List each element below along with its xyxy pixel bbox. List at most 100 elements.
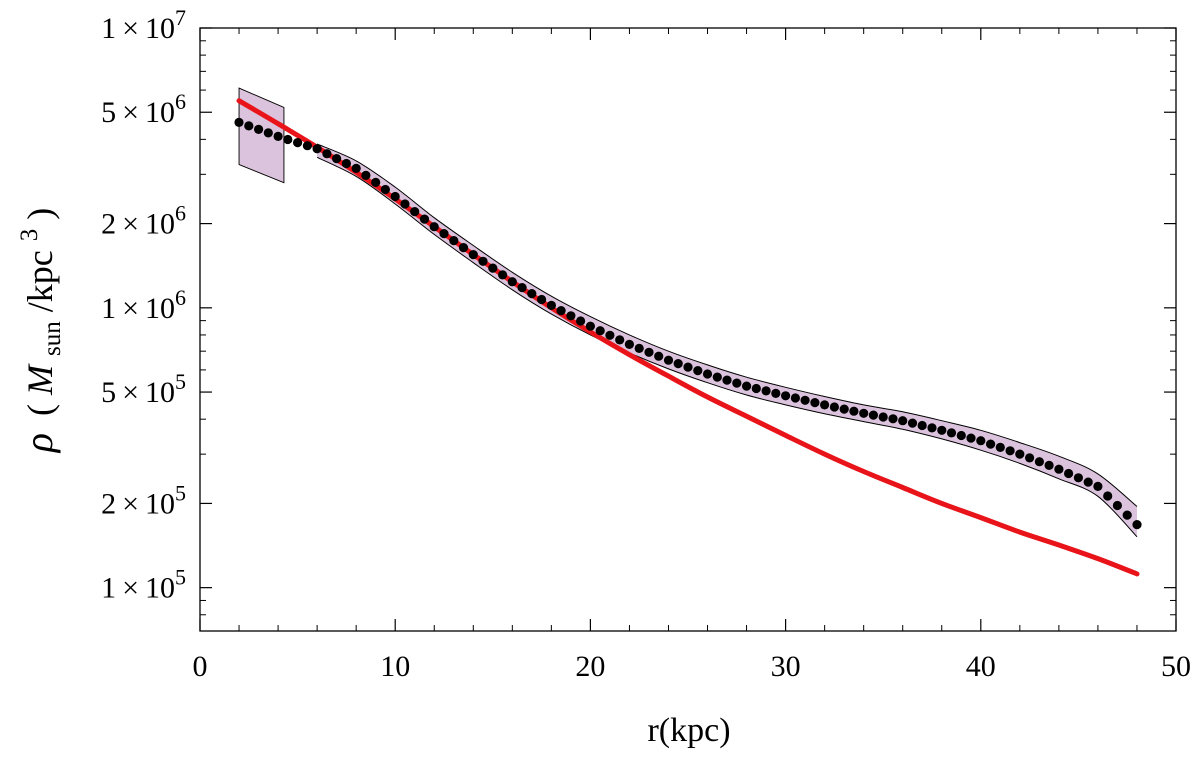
y-tick-mantissa: 2: [101, 487, 116, 520]
data-point: [351, 163, 361, 173]
data-point: [868, 410, 879, 420]
data-point: [1083, 477, 1093, 487]
error-band-lower-edge: [316, 156, 1138, 538]
data-point: [1044, 460, 1054, 470]
y-tick-exponent: 6: [175, 201, 186, 226]
data-point: [341, 158, 351, 169]
data-point: [263, 128, 273, 138]
data-point: [419, 214, 430, 224]
data-point: [244, 121, 254, 131]
data-point: [293, 138, 303, 148]
y-tick-mantissa: 1: [101, 292, 116, 325]
x-tick-labels: 0 10 20 30 40 50: [193, 650, 1192, 683]
y-axis-close-paren: ): [20, 208, 60, 220]
data-point: [1064, 468, 1074, 479]
data-point: [254, 124, 264, 134]
data-point: [732, 378, 742, 388]
error-band-fill: [317, 144, 1138, 537]
data-point: [722, 375, 732, 385]
data-point: [312, 144, 322, 154]
x-tick-label: 20: [575, 650, 605, 683]
y-tick-label: 1 × 106: [101, 285, 186, 325]
data-point: [810, 398, 820, 408]
data-point: [751, 383, 761, 394]
data-point: [400, 199, 410, 209]
y-axis-open-paren: (: [20, 404, 60, 416]
error-band-upper-edge: [316, 143, 1138, 507]
y-tick-exponent: 7: [175, 5, 186, 30]
y-tick-times: ×: [122, 487, 139, 520]
y-tick-base: 10: [145, 12, 175, 45]
data-point: [907, 418, 918, 428]
data-point: [322, 149, 332, 159]
x-tick-label: 50: [1161, 650, 1191, 683]
y-tick-mantissa: 1: [101, 572, 116, 605]
data-point: [663, 355, 674, 365]
y-tick-exponent: 5: [175, 565, 186, 590]
data-point: [507, 277, 517, 287]
data-point: [595, 326, 605, 336]
y-tick-base: 10: [145, 572, 175, 605]
y-axis-symbol: ρ: [16, 433, 61, 454]
data-point: [956, 430, 966, 441]
data-point: [439, 229, 449, 239]
y-axis-unit: /kpc: [20, 250, 60, 312]
x-tick-label: 10: [380, 650, 410, 683]
data-point: [761, 386, 771, 396]
data-point: [234, 117, 244, 127]
data-point: [517, 283, 527, 293]
x-tick-label: 40: [966, 650, 996, 683]
data-point: [546, 300, 557, 310]
data-point: [488, 263, 498, 273]
y-tick-times: ×: [122, 292, 139, 325]
data-point: [1093, 481, 1103, 491]
data-point: [380, 184, 390, 195]
data-point: [1103, 491, 1113, 501]
y-axis-title: ρ ( M sun /kpc 3 ): [5, 208, 68, 454]
data-point: [1122, 510, 1132, 520]
data-point: [371, 177, 381, 187]
data-point: [537, 294, 547, 305]
data-point: [644, 347, 654, 357]
data-point: [966, 433, 976, 443]
data-point: [624, 339, 635, 349]
y-tick-exponent: 6: [175, 89, 186, 114]
data-point: [859, 408, 869, 418]
y-tick-times: ×: [122, 208, 139, 241]
data-point: [458, 243, 469, 253]
y-tick-times: ×: [122, 96, 139, 129]
y-tick-label: 1 × 107: [101, 5, 186, 45]
data-point: [898, 416, 908, 426]
data-point: [429, 222, 439, 232]
uncertainty-band: [238, 87, 1138, 538]
x-axis-title: r(kpc): [647, 712, 730, 749]
data-point: [849, 406, 859, 416]
data-point: [527, 289, 537, 299]
y-axis-unit-power: 3: [16, 229, 43, 242]
y-tick-base: 10: [145, 376, 175, 409]
x-tick-label: 0: [193, 650, 208, 683]
y-tick-times: ×: [122, 12, 139, 45]
data-point: [839, 404, 849, 414]
y-tick-base: 10: [145, 96, 175, 129]
data-point: [634, 343, 644, 353]
data-point: [800, 395, 810, 405]
x-tick-label: 30: [771, 650, 801, 683]
y-tick-base: 10: [145, 292, 175, 325]
data-point: [986, 439, 996, 449]
y-tick-mantissa: 5: [101, 376, 116, 409]
data-point: [361, 170, 371, 180]
data-point: [888, 414, 898, 424]
y-tick-label: 2 × 106: [101, 201, 186, 241]
data-point: [468, 250, 478, 260]
plot-frame: [199, 27, 1177, 632]
y-tick-label: 5 × 106: [101, 89, 186, 129]
data-point: [1054, 464, 1064, 474]
data-point: [771, 388, 781, 398]
data-point: [976, 436, 986, 446]
data-point: [556, 306, 566, 316]
data-point: [585, 321, 596, 331]
axis-ticks: [199, 27, 1177, 632]
